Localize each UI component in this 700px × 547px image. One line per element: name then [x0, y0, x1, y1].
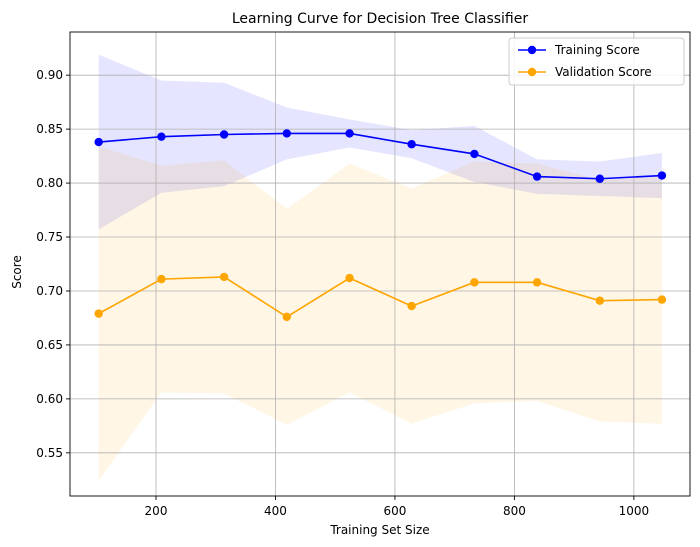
data-point-training	[532, 172, 542, 181]
x-tick-label: 200	[145, 504, 168, 518]
legend-marker-training	[527, 45, 537, 55]
data-point-validation	[470, 278, 479, 287]
y-tick-label: 0.55	[36, 446, 63, 460]
series-line-training	[98, 132, 662, 180]
data-point-validation	[657, 295, 667, 304]
legend-label-training: Training Score	[554, 43, 640, 57]
x-tick-label: 800	[503, 504, 526, 518]
plot-area: 200 400 600 800 1000 0.55 0.60 0.65 0.70 0.75 0.80…	[36, 31, 691, 518]
confidence-band-validation	[98, 146, 662, 481]
data-point-validation	[94, 309, 103, 318]
data-point-training	[157, 132, 166, 141]
legend: Training Score Validation Score	[508, 37, 685, 86]
data-point-training	[407, 140, 416, 149]
axes-frame	[69, 31, 691, 497]
data-point-training	[219, 130, 229, 139]
y-tick-label: 0.90	[36, 68, 63, 82]
x-tick-label: 1000	[619, 504, 650, 518]
data-point-validation	[282, 312, 292, 322]
data-point-validation	[532, 278, 542, 287]
data-point-validation	[219, 272, 229, 282]
y-tick-label: 0.60	[36, 392, 63, 406]
y-tick-label: 0.75	[36, 230, 63, 244]
y-tick-label: 0.80	[36, 176, 63, 190]
data-point-validation	[157, 274, 166, 284]
legend-label-validation: Validation Score	[555, 65, 652, 79]
x-tick-label: 400	[264, 504, 287, 518]
x-axis-title: Training Set Size	[329, 523, 429, 537]
chart-title: Learning Curve for Decision Tree Classif…	[232, 11, 529, 27]
data-point-training	[657, 171, 667, 180]
data-point-training	[470, 149, 479, 159]
legend-box	[508, 37, 685, 86]
data-point-training	[345, 129, 354, 138]
data-point-validation	[345, 273, 354, 283]
data-point-training	[94, 137, 103, 147]
y-axis-title: Score	[10, 255, 24, 289]
legend-marker-validation	[527, 67, 537, 77]
data-point-validation	[407, 301, 416, 311]
y-tick-label: 0.85	[36, 122, 63, 136]
series-line-validation	[98, 276, 662, 318]
data-point-validation	[595, 296, 605, 305]
y-tick-label: 0.65	[36, 338, 63, 352]
y-tick-label: 0.70	[36, 284, 63, 298]
x-tick-label: 600	[383, 504, 406, 518]
data-point-training	[282, 129, 292, 138]
confidence-band-training	[98, 54, 662, 230]
data-point-training	[595, 174, 605, 183]
